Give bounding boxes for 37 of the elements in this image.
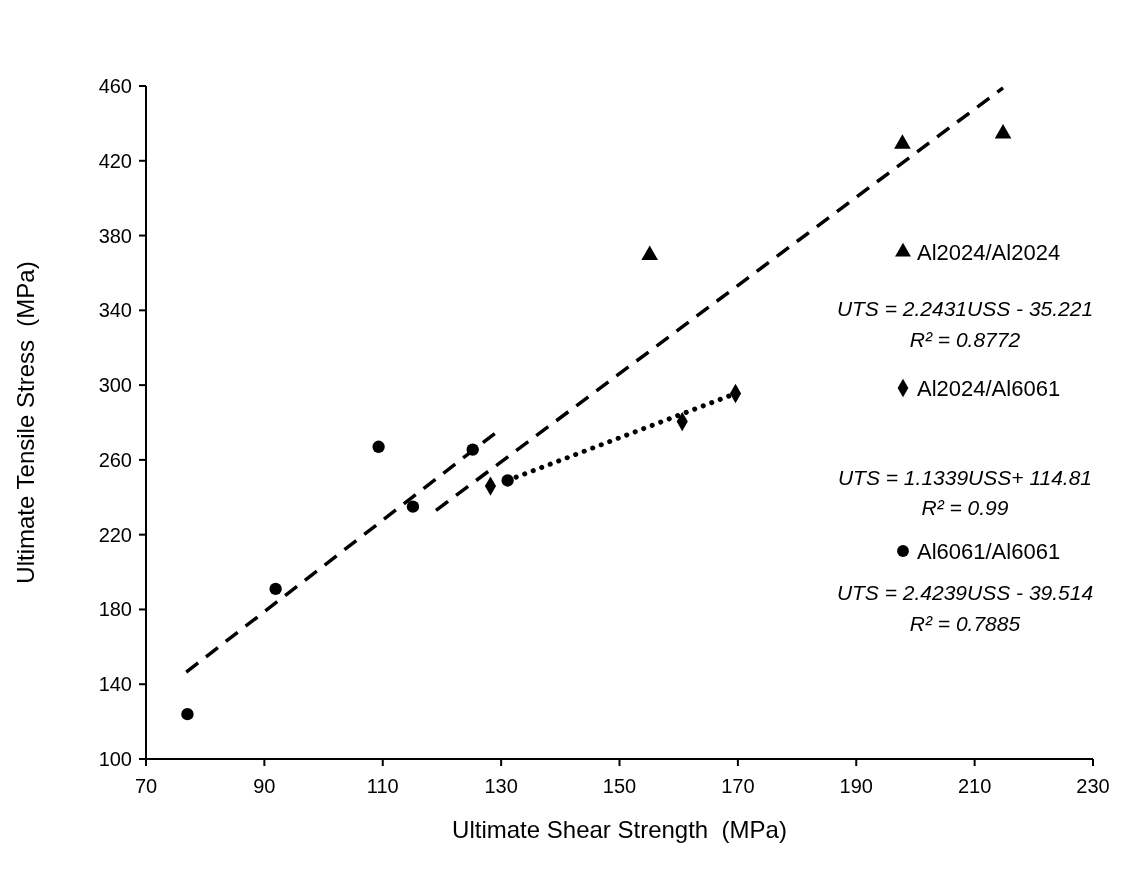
x-tick-label: 230 xyxy=(1076,775,1110,797)
annotation: R² = 0.8772 xyxy=(909,328,1021,352)
x-axis-title: Ultimate Shear Strength (MPa) xyxy=(452,816,787,843)
point xyxy=(994,124,1012,139)
legend-label: Al2024/Al2024 xyxy=(917,239,1061,265)
annotation: UTS = 1.1339USS+ 114.81 xyxy=(837,466,1093,490)
point xyxy=(641,245,659,260)
annotation: UTS = 2.2431USS - 35.221 xyxy=(836,297,1094,321)
y-tick-label: 260 xyxy=(98,448,132,471)
annotation: UTS = 2.4239USS - 39.514 xyxy=(836,581,1094,605)
x-tick-label: 150 xyxy=(602,775,637,797)
point xyxy=(894,134,911,149)
y-axis-title: Ultimate Tensile Stress (MPa) xyxy=(12,261,39,584)
x-tick-label: 70 xyxy=(134,775,158,797)
x-tick-label: 90 xyxy=(253,775,276,797)
x-tick-label: 110 xyxy=(366,775,399,797)
point xyxy=(269,582,282,596)
y-tick-label: 300 xyxy=(98,374,132,397)
x-tick-label: 170 xyxy=(721,775,755,797)
x-tick-label: 130 xyxy=(484,775,518,797)
x-tick-label: 210 xyxy=(957,775,992,797)
point xyxy=(181,707,194,721)
y-tick-label: 460 xyxy=(98,75,132,97)
x-tick-label: 190 xyxy=(839,775,873,797)
point xyxy=(372,440,385,453)
y-tick-label: 100 xyxy=(98,748,132,770)
y-tick-label: 140 xyxy=(98,673,132,696)
y-tick-label: 420 xyxy=(98,149,132,172)
annotation: R² = 0.99 xyxy=(921,496,1009,520)
legend-label: Al6061/Al6061 xyxy=(917,538,1061,564)
y-tick-label: 380 xyxy=(98,224,132,247)
legend-label: Al2024/Al6061 xyxy=(917,375,1061,401)
y-tick-label: 220 xyxy=(98,523,132,546)
point xyxy=(406,500,420,513)
annotation: R² = 0.7885 xyxy=(909,612,1021,636)
y-tick-label: 340 xyxy=(98,299,132,322)
y-tick-label: 180 xyxy=(98,598,132,621)
